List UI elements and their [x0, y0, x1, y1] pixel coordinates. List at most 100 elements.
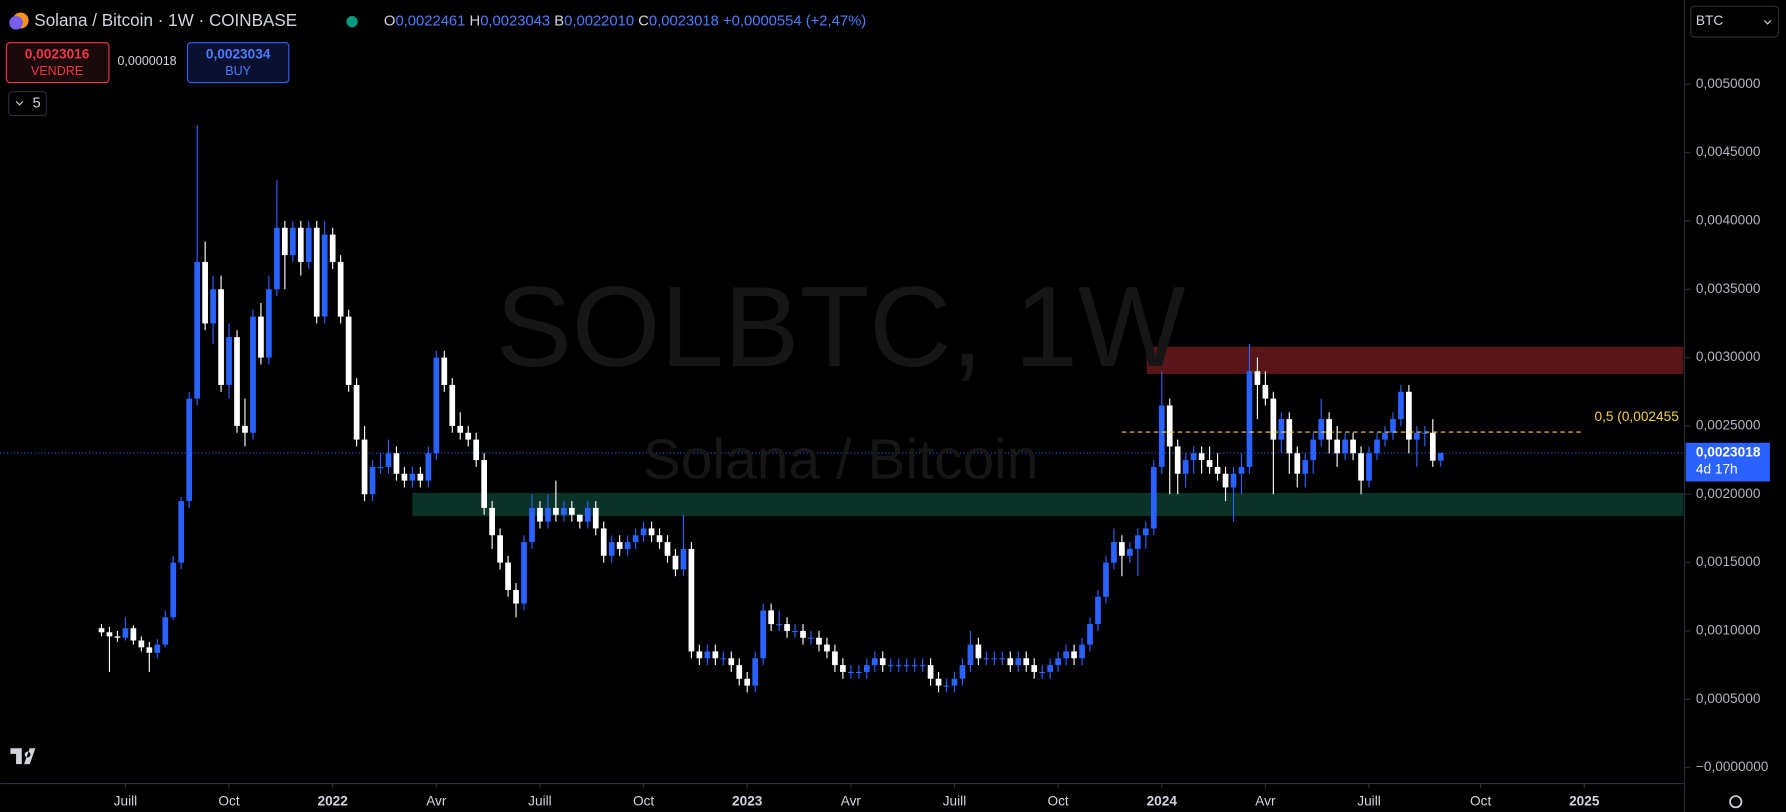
candle-body [250, 316, 256, 433]
candle-body [1382, 432, 1388, 440]
candle-body [138, 640, 145, 648]
candle-body [545, 507, 551, 522]
y-tick-label: 0,0010000 [1696, 623, 1761, 638]
candle-body [1182, 460, 1189, 474]
candle-body [1270, 398, 1277, 440]
candle-body [1111, 542, 1117, 563]
candle-body [130, 628, 137, 641]
candle-body [505, 562, 511, 590]
candle-body [258, 316, 264, 358]
candle-body [417, 473, 424, 481]
buy-button[interactable]: 0,0023034 BUY [186, 42, 290, 84]
settings-icon[interactable] [1729, 795, 1743, 809]
buy-label[interactable]: BUY [225, 64, 251, 78]
candle-body [489, 507, 495, 536]
candle-body [1158, 405, 1165, 467]
x-tick-label: Avr [1255, 793, 1276, 808]
candle-body [903, 665, 910, 667]
chevron[interactable] [1763, 20, 1772, 25]
candle-body [1134, 535, 1141, 549]
candle-body [648, 528, 655, 536]
candle-body [768, 610, 774, 625]
candle-body [632, 535, 639, 543]
currency-dropdown[interactable]: BTC [1690, 5, 1780, 38]
candle-body [202, 261, 208, 324]
candle-body [242, 425, 248, 433]
candle-body [1087, 624, 1093, 645]
candle-body [1406, 391, 1412, 440]
candle-body [816, 637, 822, 645]
candle-body [289, 227, 296, 256]
candle-body [600, 528, 607, 556]
candle-body [983, 658, 990, 660]
legend-key: C [638, 14, 649, 30]
candle-body [1326, 419, 1333, 440]
candle-body [537, 507, 543, 522]
candle-body [1015, 658, 1022, 666]
candle-body [154, 644, 161, 653]
candle-body [1039, 671, 1046, 674]
candle-body [497, 535, 503, 563]
candle-body [967, 644, 974, 666]
candle-body [1007, 658, 1014, 666]
buy-box[interactable] [186, 42, 290, 84]
candle-body [624, 542, 631, 549]
indicators-box[interactable] [8, 91, 47, 117]
candle-body [345, 316, 352, 385]
candle-body [1055, 658, 1061, 666]
currency[interactable]: BTC [1696, 13, 1723, 28]
candle-body [1429, 432, 1436, 461]
candle-body [162, 617, 169, 645]
candle-body [680, 548, 687, 570]
countdown: 4d 17h [1696, 462, 1738, 477]
candle-body [1246, 371, 1253, 467]
watermark: SOLBTC, 1W [496, 264, 1186, 391]
candle-body [1222, 473, 1229, 488]
sell-label[interactable]: VENDRE [31, 64, 83, 78]
x-tick-label: Oct [1048, 793, 1069, 808]
buy-price[interactable]: 0,0023034 [206, 46, 271, 61]
candle-body [226, 337, 232, 385]
candle-body [895, 665, 902, 667]
chevron[interactable] [15, 100, 24, 106]
candle-body [465, 432, 472, 440]
candle-body [194, 261, 201, 399]
candle-body [608, 542, 615, 556]
y-tick-label: 0,0035000 [1696, 281, 1761, 296]
candle-body [1358, 453, 1364, 481]
x-tick-label: Juill [114, 793, 138, 808]
candle-body [1119, 542, 1125, 556]
indicators-toggle[interactable]: 5 [8, 91, 47, 117]
candle-body [361, 439, 368, 495]
sell-button[interactable]: 0,0023016 VENDRE [5, 42, 110, 84]
candle-body [1254, 371, 1261, 385]
candle-body [1230, 473, 1237, 488]
candle-body [1334, 439, 1340, 454]
candle-body [1294, 453, 1301, 474]
candle-body [1278, 419, 1285, 440]
candle-body [321, 234, 328, 317]
fib-label: 0,5 (0,002455 [1595, 409, 1680, 424]
price-label: 0,0023018 [1696, 445, 1761, 460]
candle-body [919, 665, 926, 667]
sell-box[interactable] [5, 42, 110, 84]
x-tick-label: 2024 [1147, 793, 1178, 808]
candle-body [282, 227, 288, 256]
candle-body [266, 289, 272, 358]
indicators-count[interactable]: 5 [32, 96, 40, 112]
x-tick-label: Oct [633, 793, 654, 808]
candle-body [274, 227, 280, 290]
x-tick-label: 2022 [317, 793, 348, 808]
candle-body [561, 507, 567, 515]
candle-body [832, 651, 838, 666]
zone [412, 492, 1684, 517]
currency-box[interactable] [1690, 5, 1780, 38]
candle-body [584, 507, 591, 522]
candle-body [1079, 644, 1085, 659]
candle-body [433, 357, 440, 454]
y-tick-label: 0,0050000 [1696, 76, 1761, 91]
sell-price[interactable]: 0,0023016 [25, 46, 90, 61]
candle-body [1142, 528, 1149, 536]
candle-body [824, 644, 830, 652]
zone [1146, 346, 1684, 374]
